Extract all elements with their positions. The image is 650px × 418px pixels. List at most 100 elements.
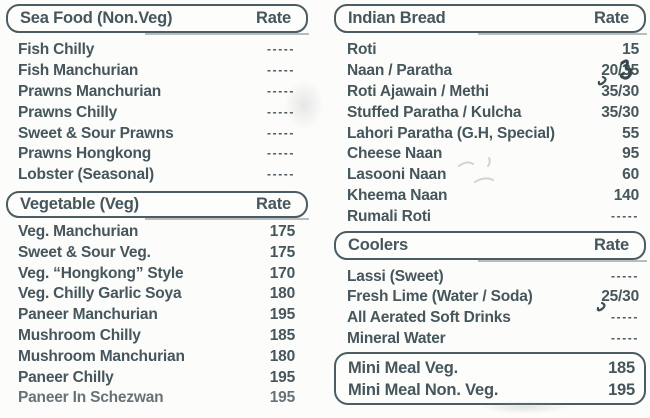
menu-item-row: Paneer Manchurian 195 [6, 305, 308, 326]
section-coolers: Coolers Rate Lassi (Sweet) ----- Fresh Li… [334, 231, 647, 349]
menu-item-row: Prawns Hongkong ----- [6, 144, 308, 165]
item-rate: 35/30 [601, 103, 639, 121]
item-rate: 35/30 [601, 82, 639, 100]
section-vegetable: Vegetable (Veg) Rate Veg. Manchurian 175 … [6, 190, 309, 409]
vegetable-section-header: Vegetable (Veg) Rate [6, 190, 309, 220]
rate-column-header: Rate [256, 194, 291, 213]
menu-item-row: Roti 15 [334, 40, 646, 61]
menu-item-row: Sweet & Sour Veg. 175 [6, 242, 308, 263]
menu-item-row: Paneer In Schezwan 195 [6, 388, 308, 409]
item-name: Roti [347, 41, 377, 59]
menu-item-row: Rumali Roti ----- [334, 206, 646, 227]
item-name: Paneer Manchurian [18, 306, 158, 324]
item-name: Mineral Water [347, 329, 446, 347]
item-name: Lasooni Naan [347, 166, 447, 184]
item-rate: 180 [269, 347, 295, 365]
menu-item-row: Paneer Chilly 195 [6, 367, 308, 388]
left-column: Sea Food (Non.Veg) Rate Fish Chilly -----… [6, 4, 309, 409]
item-name: Rumali Roti [347, 207, 431, 225]
item-rate: 185 [269, 326, 295, 344]
menu-item-row: Mushroom Chilly 185 [6, 326, 308, 347]
item-rate: ----- [267, 167, 295, 182]
item-rate: 20/35 [601, 62, 639, 80]
seafood-section-header: Sea Food (Non.Veg) Rate [6, 4, 309, 35]
rate-column-header: Rate [594, 236, 629, 255]
item-rate: 195 [608, 380, 635, 399]
item-rate: ----- [267, 42, 295, 57]
indian-bread-item-list: Roti 15 Naan / Paratha 20/35 Roti Ajawain… [334, 40, 646, 227]
item-rate: ----- [611, 268, 639, 283]
item-rate-wrap: 20/35 [597, 59, 639, 86]
menu-item-row: Prawns Manchurian ----- [6, 82, 308, 103]
item-name: Veg. “Hongkong” Style [18, 264, 184, 282]
item-rate: ----- [611, 330, 639, 345]
item-rate: 175 [269, 222, 295, 240]
item-rate: 140 [613, 186, 639, 204]
item-name: Sweet & Sour Veg. [18, 243, 151, 261]
menu-item-row: Naan / Paratha 20/35 [334, 59, 646, 86]
menu-item-row: Stuffed Paratha / Kulcha 35/30 [334, 102, 646, 123]
item-name: Lassi (Sweet) [347, 267, 444, 285]
item-name: Lobster (Seasonal) [18, 166, 154, 184]
mini-meal-box: Mini Meal Veg. 185 Mini Meal Non. Veg. 195 [334, 352, 646, 406]
seafood-item-list: Fish Chilly ----- Fish Manchurian ----- Pr… [6, 40, 308, 186]
coolers-section-header: Coolers Rate [334, 231, 647, 263]
rate-column-header: Rate [256, 9, 291, 27]
item-name: Cheese Naan [347, 145, 443, 163]
menu-item-row: Lassi (Sweet) ----- [334, 266, 646, 287]
section-indian-bread: Indian Bread Rate Roti 15 Naan / Paratha … [334, 4, 647, 227]
menu-item-row: Cheese Naan 95 [334, 144, 646, 165]
section-seafood: Sea Food (Non.Veg) Rate Fish Chilly -----… [6, 4, 309, 186]
item-rate: 195 [269, 306, 295, 324]
item-name: Fish Manchurian [18, 62, 139, 80]
item-rate: ----- [267, 83, 295, 98]
item-name: Fish Chilly [18, 41, 95, 59]
section-title: Indian Bread [348, 9, 446, 27]
menu-item-row: Fresh Lime (Water / Soda) 25/30 [334, 287, 646, 312]
item-rate: 195 [269, 389, 295, 407]
item-rate: 170 [269, 264, 295, 282]
rate-column-header: Rate [594, 9, 629, 27]
item-rate: 175 [269, 243, 295, 261]
item-name: Mushroom Chilly [18, 326, 141, 344]
menu-item-row: Lobster (Seasonal) ----- [6, 165, 308, 186]
indian-bread-section-header: Indian Bread Rate [334, 4, 647, 35]
item-rate: ----- [611, 208, 639, 223]
item-name: Veg. Chilly Garlic Soya [18, 285, 182, 303]
item-rate: ----- [267, 146, 295, 161]
menu-item-row: Roti Ajawain / Methi 35/30 [334, 82, 646, 103]
item-name: Lahori Paratha (G.H, Special) [347, 124, 555, 142]
item-rate: 15 [622, 41, 639, 59]
item-rate: 55 [622, 124, 639, 142]
item-name: Naan / Paratha [347, 62, 452, 80]
item-name: Sweet & Sour Prawns [18, 124, 174, 142]
vegetable-item-list: Veg. Manchurian 175 Sweet & Sour Veg. 175 … [6, 222, 308, 409]
item-rate: 180 [269, 285, 295, 303]
item-rate: ----- [267, 125, 295, 140]
menu-item-row: Mineral Water ----- [334, 329, 646, 350]
menu-item-row: Kheema Naan 140 [334, 186, 646, 207]
item-name: Paneer Chilly [18, 368, 114, 386]
menu-item-row: Veg. Manchurian 175 [6, 222, 308, 243]
menu-item-row: Lasooni Naan 60 [334, 165, 646, 186]
section-title: Vegetable (Veg) [20, 194, 139, 213]
coolers-item-list: Lassi (Sweet) ----- Fresh Lime (Water / S… [334, 266, 646, 349]
item-name: Mushroom Manchurian [18, 347, 185, 365]
item-name: Mini Meal Veg. [348, 358, 458, 377]
menu-item-row: Mini Meal Non. Veg. 195 [336, 379, 644, 401]
menu-item-row: Prawns Chilly ----- [6, 102, 308, 123]
item-rate: 195 [269, 368, 295, 386]
item-rate: ----- [267, 63, 295, 78]
item-rate: 95 [622, 145, 639, 163]
item-name: Mini Meal Non. Veg. [348, 380, 499, 399]
menu-item-row: Lahori Paratha (G.H, Special) 55 [334, 123, 646, 144]
item-name: All Aerated Soft Drinks [347, 309, 511, 327]
section-title: Sea Food (Non.Veg) [20, 9, 173, 27]
item-name: Veg. Manchurian [18, 222, 139, 240]
menu-item-row: Sweet & Sour Prawns ----- [6, 123, 308, 144]
menu-item-row: Fish Manchurian ----- [6, 61, 308, 82]
item-name: Fresh Lime (Water / Soda) [347, 288, 533, 306]
item-rate: 185 [608, 358, 635, 377]
item-rate-wrap: 25/30 [596, 288, 639, 312]
